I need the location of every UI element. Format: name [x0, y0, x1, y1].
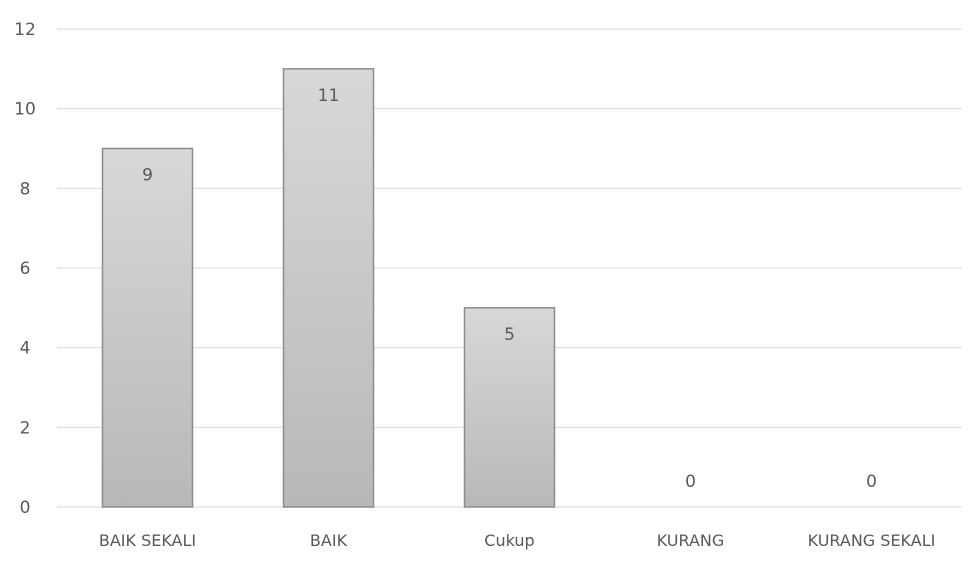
- bar-cukup: [463, 307, 556, 508]
- y-tick-label-6: 6: [20, 259, 31, 279]
- y-tick-label-8: 8: [20, 179, 31, 199]
- x-tick-label-cukup: Cukup: [484, 531, 534, 550]
- data-label-baik: 11: [318, 86, 340, 106]
- x-tick-label-kurang-sekali: KURANG SEKALI: [808, 531, 936, 550]
- y-tick-label-4: 4: [20, 339, 31, 359]
- y-tick-label-2: 2: [20, 418, 31, 438]
- data-label-baik-sekali: 9: [142, 166, 153, 186]
- data-labels: 9 11 5 0 0: [142, 86, 877, 492]
- data-label-kurang: 0: [685, 472, 696, 492]
- x-tick-label-baik-sekali: BAIK SEKALI: [99, 531, 196, 550]
- x-axis-category-labels: BAIK SEKALI BAIK Cukup KURANG KURANG SEKALI: [99, 531, 935, 550]
- bars: [101, 68, 556, 508]
- y-tick-label-12: 12: [14, 20, 36, 40]
- x-tick-label-baik: BAIK: [310, 531, 348, 550]
- bar-baik: [282, 68, 375, 508]
- data-label-cukup: 5: [504, 325, 515, 345]
- y-tick-label-0: 0: [20, 498, 31, 518]
- bar-baik-sekali: [101, 147, 194, 508]
- y-axis-tick-labels: 0 2 4 6 8 10 12: [14, 20, 36, 518]
- x-tick-label-kurang: KURANG: [657, 531, 725, 550]
- data-label-kurang-sekali: 0: [866, 472, 877, 492]
- y-tick-label-10: 10: [14, 100, 36, 120]
